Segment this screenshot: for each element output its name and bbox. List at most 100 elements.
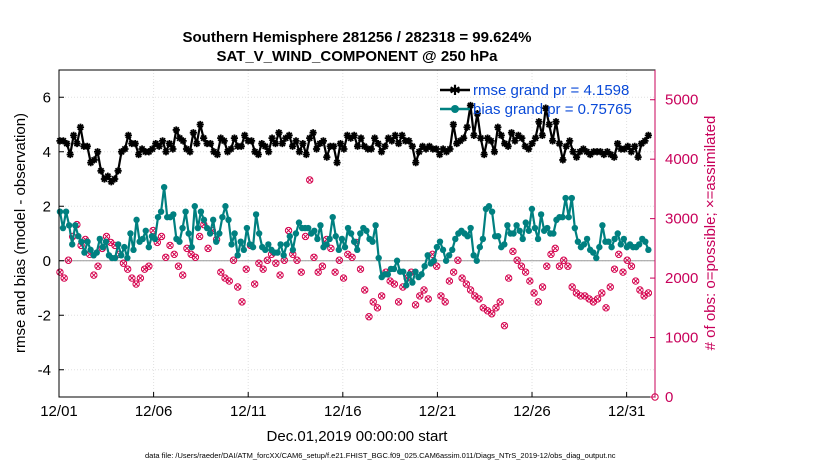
obs-point <box>517 262 526 270</box>
obs-point <box>441 298 449 306</box>
obs-possible-marker <box>636 286 644 294</box>
rmse-star-marker <box>545 120 553 129</box>
bias-point <box>111 254 119 262</box>
rmse-point <box>497 131 505 139</box>
bias-point <box>72 222 79 229</box>
rmse-point <box>196 120 204 129</box>
bias-point <box>568 194 575 202</box>
rmse-point <box>572 153 581 161</box>
obs-point <box>276 271 284 279</box>
obs-assimilated-marker <box>158 233 165 240</box>
bias-point <box>596 243 603 251</box>
rmse-star-marker <box>583 148 591 156</box>
bias-point <box>283 241 290 248</box>
obs-point <box>365 313 373 321</box>
obs-possible-marker <box>145 262 153 270</box>
obs-assimilated-marker <box>91 272 97 278</box>
rmse-star-marker <box>600 150 608 159</box>
obs-possible-marker <box>369 298 377 306</box>
rmse-point <box>641 137 649 145</box>
obs-point <box>94 262 102 270</box>
rmse-star-marker <box>330 142 338 150</box>
rmse-point <box>525 145 533 153</box>
obs-assimilated-marker <box>167 242 173 249</box>
rmse-point <box>247 137 256 145</box>
obs-assimilated-marker <box>603 305 609 311</box>
obs-point <box>297 268 305 276</box>
y-tick-label: -4 <box>38 362 51 379</box>
rmse-star-marker <box>442 148 451 156</box>
rmse-star-marker <box>528 139 536 148</box>
bias-point <box>176 238 183 245</box>
obs-possible-marker <box>119 259 128 267</box>
rmse-star-marker <box>631 142 639 150</box>
obs-possible-marker <box>390 280 399 288</box>
obs-possible-marker <box>420 286 428 294</box>
rmse-point <box>261 142 269 150</box>
bias-point <box>286 233 294 240</box>
rmse-point <box>391 131 399 139</box>
rmse-point <box>227 145 235 153</box>
bias-point <box>436 238 444 245</box>
obs-assimilated-marker <box>616 251 622 257</box>
obs-point <box>356 265 365 273</box>
rmse-point <box>131 139 139 148</box>
obs-assimilated-marker <box>421 287 427 293</box>
bias-point <box>311 227 318 234</box>
rmse-point <box>600 150 608 159</box>
rmse-point <box>258 139 266 148</box>
rmse-point <box>579 145 587 153</box>
rmse-star-marker <box>620 145 629 153</box>
rmse-point <box>309 129 317 137</box>
obs-possible-marker <box>526 277 534 285</box>
obs-possible-marker <box>521 268 530 276</box>
obs-possible-marker <box>162 253 170 261</box>
obs-point <box>458 274 466 282</box>
obs-possible-marker <box>90 271 98 279</box>
rmse-point <box>268 134 276 142</box>
obs-possible-marker <box>462 280 471 288</box>
rmse-star-marker <box>306 134 314 142</box>
obs-possible-marker <box>623 256 631 264</box>
rmse-point <box>295 148 304 156</box>
bias-point <box>544 224 551 232</box>
rmse-point <box>114 167 122 175</box>
rmse-star-marker <box>347 134 355 142</box>
bias-point <box>452 235 459 243</box>
bias-point <box>142 227 149 234</box>
obs-assimilated-marker <box>137 275 144 281</box>
obs-possible-marker <box>310 253 318 261</box>
y-tick-label: 2 <box>43 198 51 215</box>
obs-possible-marker <box>416 292 424 300</box>
obs-assimilated-marker <box>446 278 453 284</box>
obs-point <box>166 241 174 250</box>
rmse-star-marker <box>466 101 475 110</box>
bias-point <box>534 235 542 243</box>
obs-possible-marker <box>568 283 576 291</box>
bias-point <box>344 224 352 232</box>
obs-point <box>509 247 517 256</box>
obs-point <box>636 286 644 294</box>
x-tick-label: 12/11 <box>230 403 266 420</box>
bias-point <box>265 241 272 248</box>
bias-point <box>62 208 70 215</box>
obs-possible-marker <box>365 313 373 321</box>
rmse-point <box>285 131 293 139</box>
rmse-point <box>627 148 635 156</box>
rmse-star-marker <box>237 142 245 150</box>
obs-point <box>390 280 399 288</box>
obs-assimilated-marker <box>349 254 355 260</box>
bias-point <box>442 257 450 264</box>
rmse-star-marker <box>186 148 194 156</box>
bias-point <box>341 243 349 251</box>
obs-assimilated-marker <box>624 257 630 263</box>
obs-assimilated-marker <box>302 233 309 240</box>
obs-possible-marker <box>555 262 564 270</box>
bias-point <box>93 249 100 256</box>
obs-point <box>132 280 140 288</box>
rmse-point <box>607 150 615 159</box>
obs-assimilated-marker <box>196 233 203 240</box>
rmse-point <box>531 134 540 142</box>
bias-point <box>289 246 297 254</box>
obs-assimilated-marker <box>370 299 376 305</box>
